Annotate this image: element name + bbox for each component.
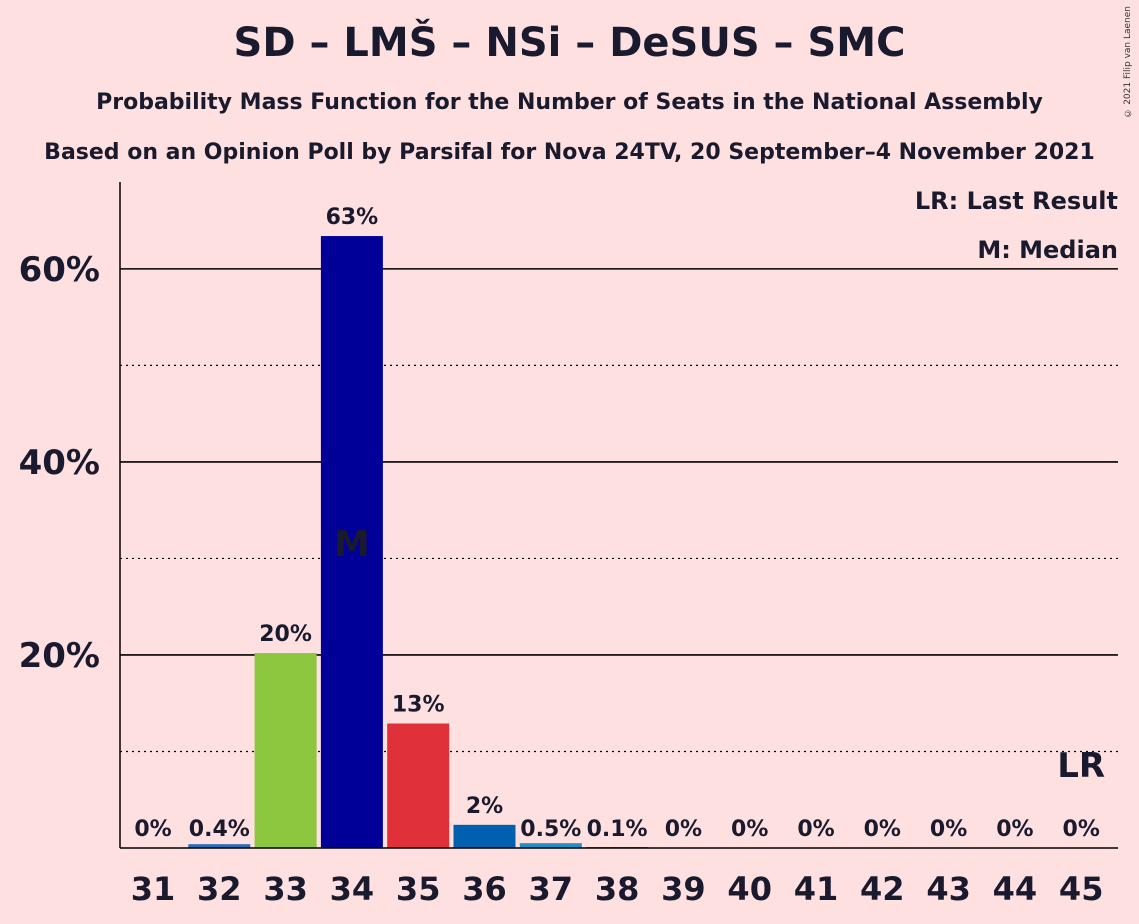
data-label-37: 0.5% <box>520 817 581 842</box>
data-label-40: 0% <box>731 817 768 842</box>
bar-35 <box>387 723 450 848</box>
x-tick-label-39: 39 <box>661 870 706 908</box>
x-tick-label-45: 45 <box>1059 870 1104 908</box>
legend-last-result: LR: Last Result <box>915 187 1118 215</box>
legend-median: M: Median <box>977 236 1118 264</box>
x-tick-label-37: 37 <box>529 870 574 908</box>
data-label-31: 0% <box>134 817 171 842</box>
data-label-45: 0% <box>1063 817 1100 842</box>
axes: 20% 40% 60% 31 32 33 34 35 36 37 38 39 40 41 42 43 44 45 <box>19 182 1118 908</box>
data-label-43: 0% <box>930 817 967 842</box>
x-tick-label-36: 36 <box>462 870 507 908</box>
last-result-marker: LR <box>1057 746 1105 786</box>
bar-32 <box>188 844 251 848</box>
data-label-44: 0% <box>996 817 1033 842</box>
x-tick-label-41: 41 <box>794 870 839 908</box>
bar-36 <box>453 824 516 848</box>
chart-subtitle-source: Based on an Opinion Poll by Parsifal for… <box>44 140 1095 165</box>
x-tick-label-31: 31 <box>131 870 176 908</box>
data-label-34: 63% <box>326 205 379 230</box>
median-marker: M <box>334 524 370 565</box>
y-tick-label: 60% <box>19 250 100 290</box>
data-label-38: 0.1% <box>587 817 648 842</box>
x-tick-label-33: 33 <box>263 870 308 908</box>
bar-33 <box>254 653 317 848</box>
x-tick-label-35: 35 <box>396 870 441 908</box>
y-tick-label: 20% <box>19 636 100 676</box>
x-tick-label-40: 40 <box>727 870 772 908</box>
data-label-33: 20% <box>259 622 312 647</box>
x-tick-label-44: 44 <box>993 870 1038 908</box>
data-label-41: 0% <box>797 817 834 842</box>
bar-34 <box>320 236 383 848</box>
y-tick-label: 40% <box>19 443 100 483</box>
data-label-32: 0.4% <box>189 817 250 842</box>
data-label-35: 13% <box>392 692 445 717</box>
data-label-36: 2% <box>466 794 503 819</box>
bar-37 <box>519 843 582 848</box>
x-tick-label-34: 34 <box>330 870 375 908</box>
gridlines <box>120 268 1118 753</box>
data-label-39: 0% <box>665 817 702 842</box>
chart-title: SD – LMŠ – NSi – DeSUS – SMC <box>233 20 906 66</box>
x-tick-label-43: 43 <box>926 870 971 908</box>
x-tick-label-32: 32 <box>197 870 242 908</box>
chart-subtitle: Probability Mass Function for the Number… <box>96 90 1043 115</box>
x-tick-label-42: 42 <box>860 870 905 908</box>
bars <box>188 236 649 848</box>
data-label-42: 0% <box>864 817 901 842</box>
data-labels: 0% 0.4% 20% 63% M 13% 2% 0.5% 0.1% 0% 0% 0% 0% 0% 0% 0%… <box>134 205 1105 842</box>
x-tick-label-38: 38 <box>595 870 640 908</box>
